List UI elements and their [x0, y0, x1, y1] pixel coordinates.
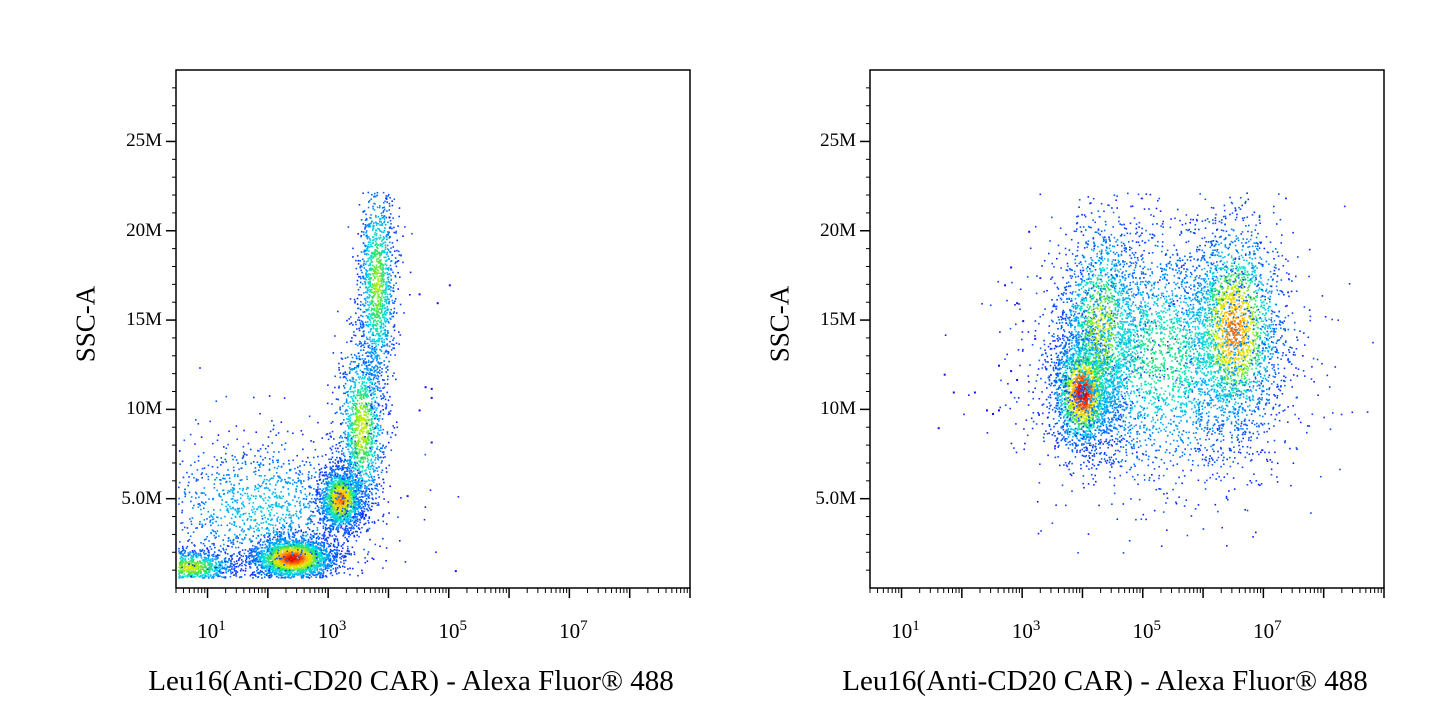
plot-frame [175, 69, 691, 589]
y-tick-label: 10M [820, 398, 856, 420]
dot-plot-panel-1: 5.0M 10M 15M 20M 25M 101 103 105 107 SSC-A Leu16(A… [0, 0, 722, 723]
plot-area-svg [166, 69, 691, 598]
x-tick-label: 101 [197, 618, 226, 643]
x-tick-label: 107 [1253, 618, 1282, 643]
y-axis-label: SSC-A [70, 285, 101, 363]
y-tick-label: 25M [126, 130, 162, 152]
x-axis-label: Leu16(Anti-CD20 CAR) - Alexa Fluor® 488 [842, 665, 1368, 697]
plot-frame [869, 69, 1385, 589]
y-tick-label: 5.0M [121, 487, 162, 509]
x-tick-label: 101 [891, 618, 920, 643]
density-dots [178, 191, 460, 579]
y-tick-label: 15M [820, 309, 856, 331]
y-tick-label: 20M [820, 219, 856, 241]
x-tick-label: 105 [438, 618, 468, 643]
y-tick-label: 5.0M [815, 487, 856, 509]
x-axis-label: Leu16(Anti-CD20 CAR) - Alexa Fluor® 488 [148, 665, 674, 697]
x-tick-label: 105 [1132, 618, 1162, 643]
y-axis-label: SSC-A [764, 285, 795, 363]
y-tick-label: 10M [126, 398, 162, 420]
y-tick-label: 15M [126, 309, 162, 331]
x-tick-label: 103 [1011, 618, 1041, 643]
y-tick-label: 25M [820, 130, 856, 152]
x-tick-label: 107 [559, 618, 588, 643]
y-tick-label: 20M [126, 219, 162, 241]
density-dots [937, 192, 1374, 554]
x-tick-label: 103 [317, 618, 347, 643]
plot-area-svg [860, 69, 1385, 598]
dot-plot-panel-2: 5.0M 10M 15M 20M 25M 101 103 105 107 SSC-A Leu16(A… [694, 0, 1416, 723]
